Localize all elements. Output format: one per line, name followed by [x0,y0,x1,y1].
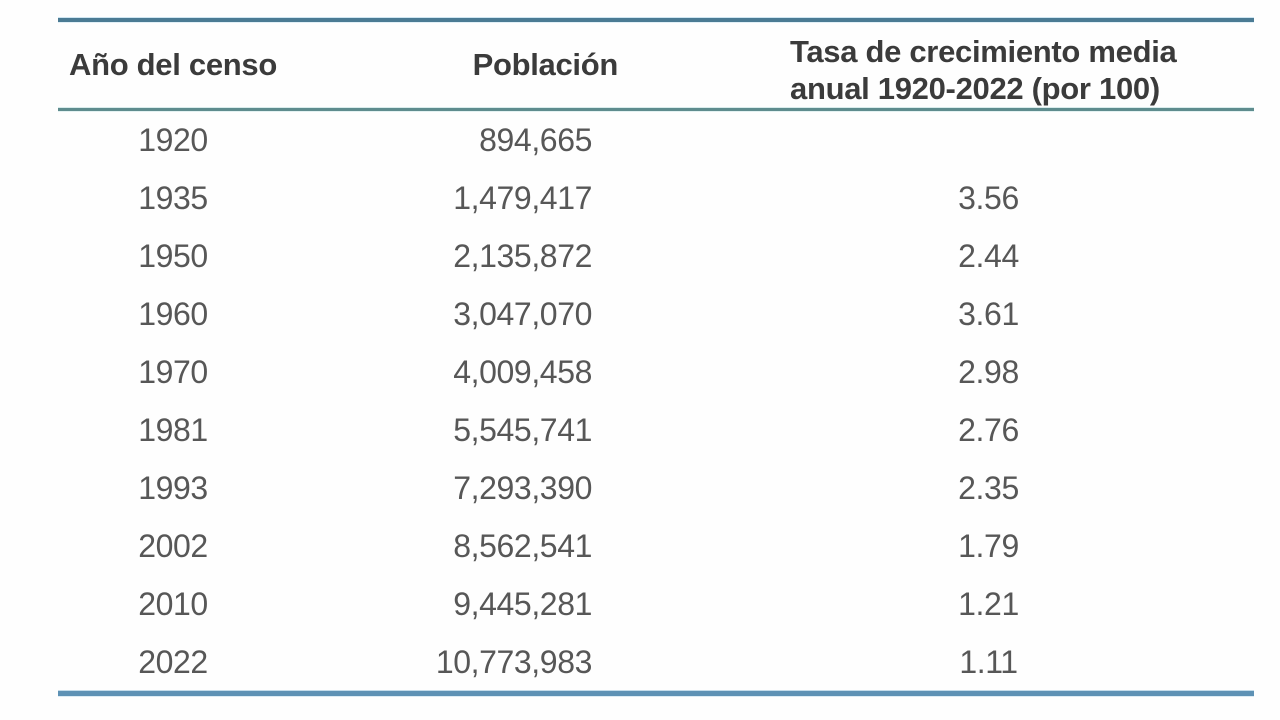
cell-population: 5,545,741 [453,411,592,448]
cell-year: 1920 [138,121,208,158]
cell-rate: 3.61 [958,295,1019,332]
table-row: 1935 1,479,417 3.56 [58,169,1254,227]
table-row: 2002 8,562,541 1.79 [58,517,1254,575]
cell-year: 1981 [138,411,208,448]
cell-population: 10,773,983 [435,643,593,680]
cell-year: 2010 [138,585,208,622]
cell-year: 2002 [138,527,208,564]
cell-rate: 1.11 [959,643,1018,680]
table-row: 2022 10,773,983 1.11 [58,633,1254,691]
cell-rate: 2.44 [958,237,1019,274]
cell-year: 1970 [138,353,208,390]
table-row: 1950 2,135,872 2.44 [58,227,1254,285]
cell-rate: 3.56 [958,179,1019,216]
table-row: 1981 5,545,741 2.76 [58,401,1254,459]
cell-rate: 1.21 [958,585,1019,622]
cell-population: 1,479,417 [453,179,592,216]
cell-year: 1950 [138,237,208,274]
table-top-rule [58,18,1254,22]
table-bottom-rule [58,691,1254,696]
cell-population: 8,562,541 [453,527,592,564]
cell-year: 1960 [138,295,208,332]
table-row: 1970 4,009,458 2.98 [58,343,1254,401]
census-table: Año del censo Población Tasa de crecimie… [58,18,1254,696]
header-growth-rate-line2: anual 1920-2022 (por 100) [790,71,1160,106]
table-header-divider [58,108,1254,111]
cell-rate: 1.79 [958,527,1019,564]
cell-rate: 2.35 [958,469,1019,506]
table-row: 1993 7,293,390 2.35 [58,459,1254,517]
cell-population: 3,047,070 [453,295,592,332]
cell-rate: 2.98 [958,353,1019,390]
cell-year: 2022 [138,643,208,680]
header-growth-rate: Tasa de crecimiento media anual 1920-202… [648,33,1254,107]
cell-population: 894,665 [479,121,592,158]
cell-population: 2,135,872 [453,237,592,274]
table-row: 2010 9,445,281 1.21 [58,575,1254,633]
cell-population: 7,293,390 [453,469,592,506]
cell-population: 9,445,281 [453,585,592,622]
cell-population: 4,009,458 [453,353,592,390]
cell-year: 1993 [138,469,208,506]
cell-year: 1935 [138,179,208,216]
table-row: 1920 894,665 [58,111,1254,169]
header-census-year: Año del censo [69,47,277,82]
header-growth-rate-line1: Tasa de crecimiento media [790,34,1177,69]
header-population: Población [472,47,619,82]
cell-rate: 2.76 [958,411,1019,448]
table-header-row: Año del censo Población Tasa de crecimie… [58,22,1254,108]
table-row: 1960 3,047,070 3.61 [58,285,1254,343]
